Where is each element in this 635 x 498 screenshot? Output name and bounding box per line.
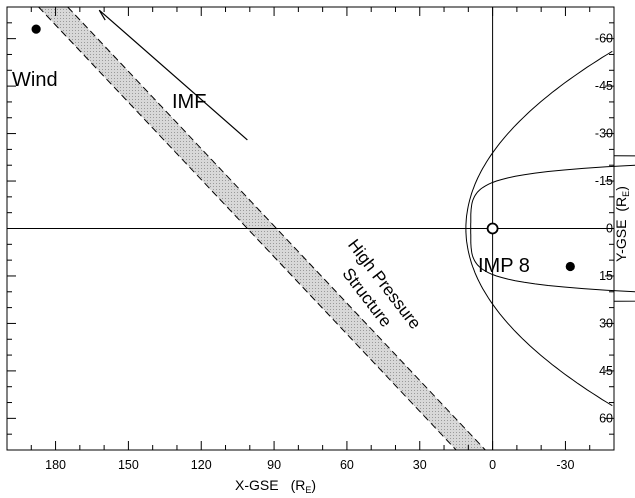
x-tick-label: 0 bbox=[489, 458, 496, 472]
wind-label: Wind bbox=[12, 69, 58, 91]
imp8-label: IMP 8 bbox=[478, 255, 530, 277]
magnetosphere-curves bbox=[465, 50, 635, 407]
y-tick-label: 30 bbox=[599, 316, 613, 330]
magnetopause-curve bbox=[470, 155, 635, 302]
bow-shock-curve bbox=[465, 50, 613, 407]
y-tick-label: 60 bbox=[599, 411, 613, 425]
y-tick-label: 15 bbox=[599, 269, 613, 283]
x-tick-label: 90 bbox=[267, 458, 281, 472]
structure-label: High Pressure Structure bbox=[338, 236, 424, 333]
y-axis-unit: R bbox=[613, 197, 629, 207]
x-axis-unit: R bbox=[295, 477, 305, 493]
y-tick-label: -15 bbox=[595, 174, 613, 188]
earth-marker bbox=[486, 222, 499, 235]
y-tick-label: -60 bbox=[595, 32, 613, 46]
y-tick-label: -30 bbox=[595, 127, 613, 141]
x-tick-label: 60 bbox=[340, 458, 354, 472]
spacecraft-markers bbox=[31, 24, 575, 272]
x-axis-label: X-GSE bbox=[235, 477, 279, 493]
axis-ticks: 180 150 120 90 60 30 0 -30 -60 -45 -30 -15 0 15 30 45 60 bbox=[7, 7, 614, 472]
imf-label: IMF bbox=[172, 91, 206, 113]
svg-text:X-GSE(RE): X-GSE (RE) bbox=[235, 477, 316, 495]
imf-arrow-head bbox=[98, 9, 106, 21]
y-axis-title: Y-GSE(RE) bbox=[613, 186, 631, 262]
y-tick-label: -45 bbox=[595, 79, 613, 93]
x-tick-label: 30 bbox=[413, 458, 427, 472]
x-tick-label: -30 bbox=[556, 458, 574, 472]
x-axis-title: X-GSE (RE) bbox=[235, 477, 316, 495]
plot-frame bbox=[6, 6, 615, 451]
wind-marker bbox=[31, 24, 41, 34]
x-tick-label: 150 bbox=[118, 458, 139, 472]
imf-arrow bbox=[98, 9, 248, 141]
y-axis-label: Y-GSE bbox=[613, 220, 629, 262]
band-edge-lower bbox=[67, 6, 486, 451]
x-tick-label: 180 bbox=[45, 458, 66, 472]
y-tick-label: 0 bbox=[606, 222, 613, 236]
x-tick-label: 120 bbox=[191, 458, 212, 472]
y-axis-unit-sub: E bbox=[621, 191, 631, 197]
imp8-marker bbox=[565, 261, 575, 272]
imf-arrow-line bbox=[98, 9, 248, 141]
band-edge-upper bbox=[38, 6, 457, 451]
svg-text:Y-GSE(RE): Y-GSE(RE) bbox=[613, 186, 631, 262]
y-tick-label: 45 bbox=[599, 364, 613, 378]
x-axis-unit-sub: E bbox=[305, 485, 311, 495]
